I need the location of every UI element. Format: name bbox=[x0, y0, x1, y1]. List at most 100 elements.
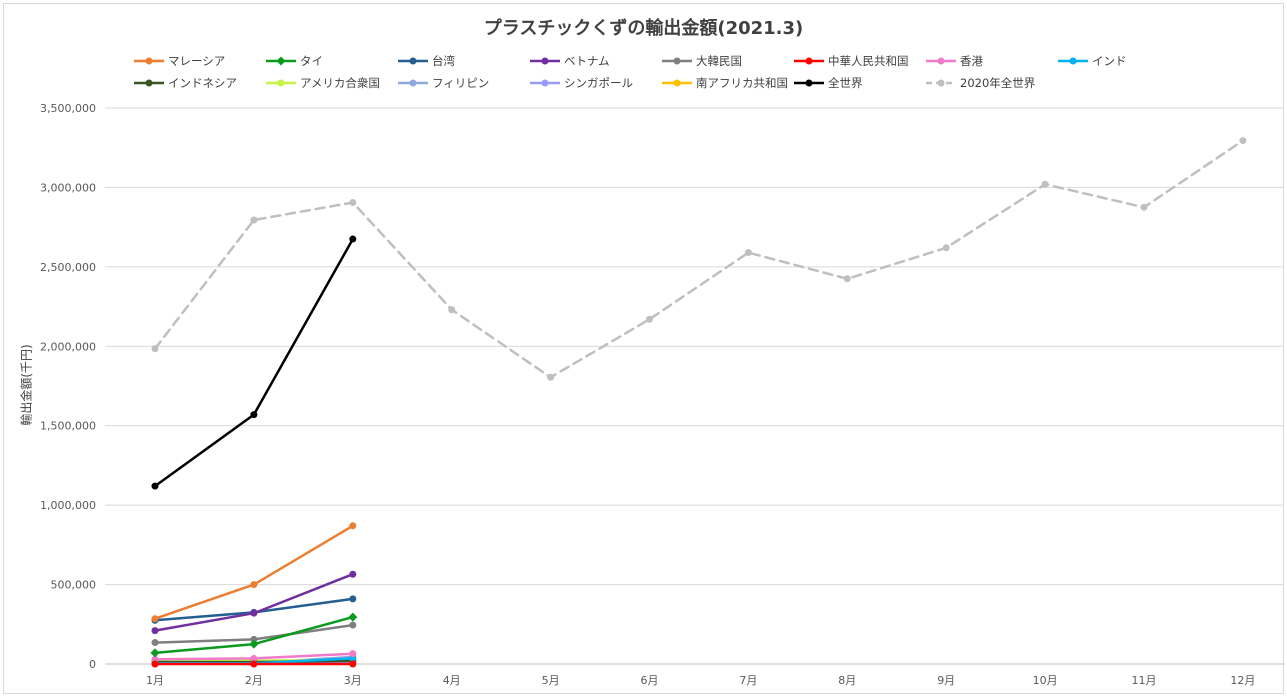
series-line bbox=[153, 237, 355, 488]
data-point bbox=[942, 244, 950, 252]
x-tick-label: 11月 bbox=[1132, 674, 1157, 687]
legend-label: インドネシア bbox=[168, 76, 237, 90]
chart-frame bbox=[3, 3, 1284, 694]
x-tick-label: 5月 bbox=[542, 674, 560, 687]
legend-swatch bbox=[794, 57, 824, 65]
data-point bbox=[1140, 203, 1148, 211]
chart-title: プラスチックくずの輸出金額(2021.3) bbox=[483, 18, 804, 39]
data-point bbox=[448, 306, 456, 314]
y-tick-label: 3,500,000 bbox=[40, 102, 96, 115]
data-point bbox=[349, 199, 357, 207]
x-tick-label: 2月 bbox=[245, 674, 263, 687]
legend-swatch bbox=[530, 57, 560, 65]
data-point bbox=[249, 639, 259, 649]
legend-item: 台湾 bbox=[396, 53, 455, 69]
data-point bbox=[250, 411, 258, 419]
legend-label: シンガポール bbox=[564, 76, 633, 90]
y-tick-label: 1,000,000 bbox=[40, 499, 96, 512]
series-0 bbox=[151, 522, 357, 623]
legend-swatch bbox=[134, 57, 164, 65]
legend-swatch bbox=[134, 79, 164, 87]
legend-label: 台湾 bbox=[432, 54, 455, 68]
legend-item: タイ bbox=[264, 53, 323, 69]
legend-item: マレーシア bbox=[132, 53, 225, 69]
data-point bbox=[151, 660, 159, 668]
data-point bbox=[250, 635, 258, 643]
data-point bbox=[250, 654, 258, 662]
series-4 bbox=[151, 621, 357, 647]
legend-label: 大韓民国 bbox=[696, 54, 742, 68]
x-tick-label: 4月 bbox=[443, 674, 461, 687]
legend-item: 香港 bbox=[924, 53, 983, 69]
series-5 bbox=[151, 660, 357, 668]
legend-label: ベトナム bbox=[564, 54, 610, 68]
data-point bbox=[349, 235, 357, 243]
legend-item: ベトナム bbox=[528, 53, 610, 69]
data-point bbox=[349, 650, 357, 658]
legend-label: フィリピン bbox=[432, 76, 490, 90]
data-point bbox=[744, 249, 752, 257]
data-point bbox=[348, 612, 358, 622]
legend-label: タイ bbox=[300, 54, 323, 68]
legend-label: 南アフリカ共和国 bbox=[696, 76, 788, 90]
data-point bbox=[151, 615, 159, 623]
y-tick-label: 2,500,000 bbox=[40, 261, 96, 274]
series-1 bbox=[150, 612, 358, 658]
x-tick-label: 1月 bbox=[146, 674, 164, 687]
y-tick-label: 0 bbox=[89, 658, 96, 671]
series-line bbox=[153, 524, 355, 620]
data-point bbox=[250, 581, 258, 589]
series-line bbox=[153, 139, 1245, 379]
legend-swatch bbox=[926, 79, 956, 87]
legend-swatch bbox=[398, 79, 428, 87]
legend-label: 2020年全世界 bbox=[960, 76, 1036, 90]
data-point bbox=[349, 621, 357, 629]
x-tick-label: 7月 bbox=[739, 674, 757, 687]
legend-label: 全世界 bbox=[828, 76, 863, 90]
legend-label: 香港 bbox=[960, 54, 983, 68]
data-point bbox=[250, 216, 258, 224]
legend-swatch bbox=[530, 79, 560, 87]
y-tick-label: 3,000,000 bbox=[40, 181, 96, 194]
series-13 bbox=[151, 235, 357, 490]
y-tick-label: 2,000,000 bbox=[40, 340, 96, 353]
legend-item: 2020年全世界 bbox=[924, 75, 1035, 91]
legend-swatch bbox=[662, 79, 692, 87]
legend-item: シンガポール bbox=[528, 75, 633, 91]
x-tick-label: 12月 bbox=[1230, 674, 1255, 687]
data-point bbox=[349, 660, 357, 668]
legend-swatch bbox=[266, 56, 296, 66]
legend-item: アメリカ合衆国 bbox=[264, 75, 380, 91]
data-point bbox=[250, 609, 258, 617]
legend-item: フィリピン bbox=[396, 75, 489, 91]
data-point bbox=[250, 660, 258, 668]
x-tick-label: 9月 bbox=[937, 674, 955, 687]
legend-label: マレーシア bbox=[168, 54, 226, 68]
legend-swatch bbox=[662, 57, 692, 65]
x-tick-label: 3月 bbox=[344, 674, 362, 687]
legend-item: インド bbox=[1056, 53, 1127, 69]
legend-item: 大韓民国 bbox=[660, 53, 742, 69]
data-point bbox=[1239, 137, 1247, 145]
data-point bbox=[1041, 180, 1049, 188]
legend-item: 南アフリカ共和国 bbox=[660, 75, 788, 91]
data-point bbox=[151, 482, 159, 490]
legend-item: 中華人民共和国 bbox=[792, 53, 909, 69]
data-point bbox=[151, 627, 159, 635]
data-point bbox=[151, 345, 159, 353]
data-point bbox=[349, 595, 357, 603]
legend-swatch bbox=[266, 79, 296, 87]
legend-swatch bbox=[794, 79, 824, 87]
data-point bbox=[349, 570, 357, 578]
data-point bbox=[843, 275, 851, 283]
data-point bbox=[150, 648, 160, 658]
legend-label: アメリカ合衆国 bbox=[300, 76, 380, 90]
legend-item: インドネシア bbox=[132, 75, 237, 91]
legend-swatch bbox=[1058, 57, 1088, 65]
y-tick-label: 500,000 bbox=[51, 579, 97, 592]
legend-swatch bbox=[398, 57, 428, 65]
y-tick-label: 1,500,000 bbox=[40, 420, 96, 433]
x-tick-label: 6月 bbox=[641, 674, 659, 687]
legend-label: インド bbox=[1092, 54, 1127, 68]
data-point bbox=[349, 522, 357, 530]
